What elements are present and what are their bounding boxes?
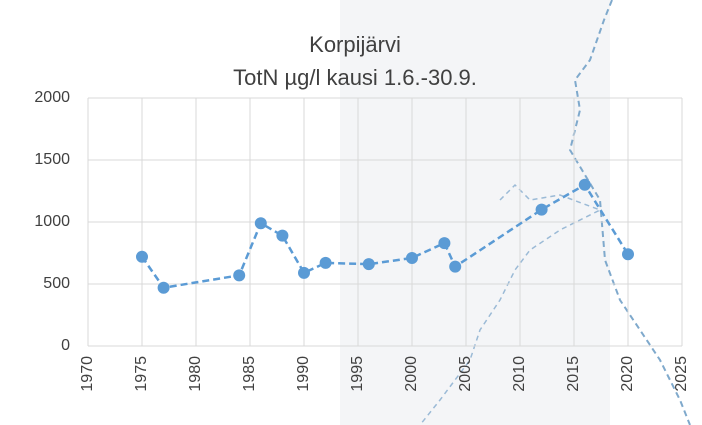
map-area <box>340 0 610 425</box>
y-tick-label: 1500 <box>34 151 70 168</box>
data-point <box>319 256 332 269</box>
x-tick-label: 2005 <box>457 356 474 392</box>
data-point <box>362 258 375 271</box>
x-tick-label: 2020 <box>619 356 636 392</box>
data-point <box>578 178 591 191</box>
data-point <box>438 237 451 250</box>
data-point <box>276 229 289 242</box>
data-point <box>136 250 148 263</box>
chart-title: Korpijärvi <box>309 32 401 57</box>
x-tick-label: 1995 <box>349 356 366 392</box>
y-tick-label: 0 <box>61 337 70 354</box>
data-point <box>254 217 267 230</box>
x-tick-label: 2025 <box>673 356 690 392</box>
data-point <box>449 260 462 273</box>
data-point <box>298 266 310 279</box>
y-tick-label: 500 <box>43 275 70 292</box>
x-tick-label: 1985 <box>241 356 258 392</box>
map-border <box>568 0 691 425</box>
chart-subtitle: TotN µg/l kausi 1.6.-30.9. <box>233 65 477 90</box>
x-tick-label: 2000 <box>403 356 420 392</box>
y-tick-label: 2000 <box>34 89 70 106</box>
x-tick-label: 1975 <box>133 356 150 392</box>
data-point <box>406 251 418 264</box>
x-tick-label: 1970 <box>79 356 96 392</box>
x-tick-label: 2010 <box>511 356 528 392</box>
x-tick-label: 1980 <box>187 356 204 392</box>
data-point <box>535 203 548 216</box>
y-tick-label: 1000 <box>34 213 70 230</box>
data-point <box>157 281 170 294</box>
data-line <box>140 183 630 290</box>
x-tick-label: 1990 <box>295 356 312 392</box>
data-point <box>622 248 634 261</box>
x-tick-label: 2015 <box>565 356 582 392</box>
data-point <box>233 269 246 282</box>
